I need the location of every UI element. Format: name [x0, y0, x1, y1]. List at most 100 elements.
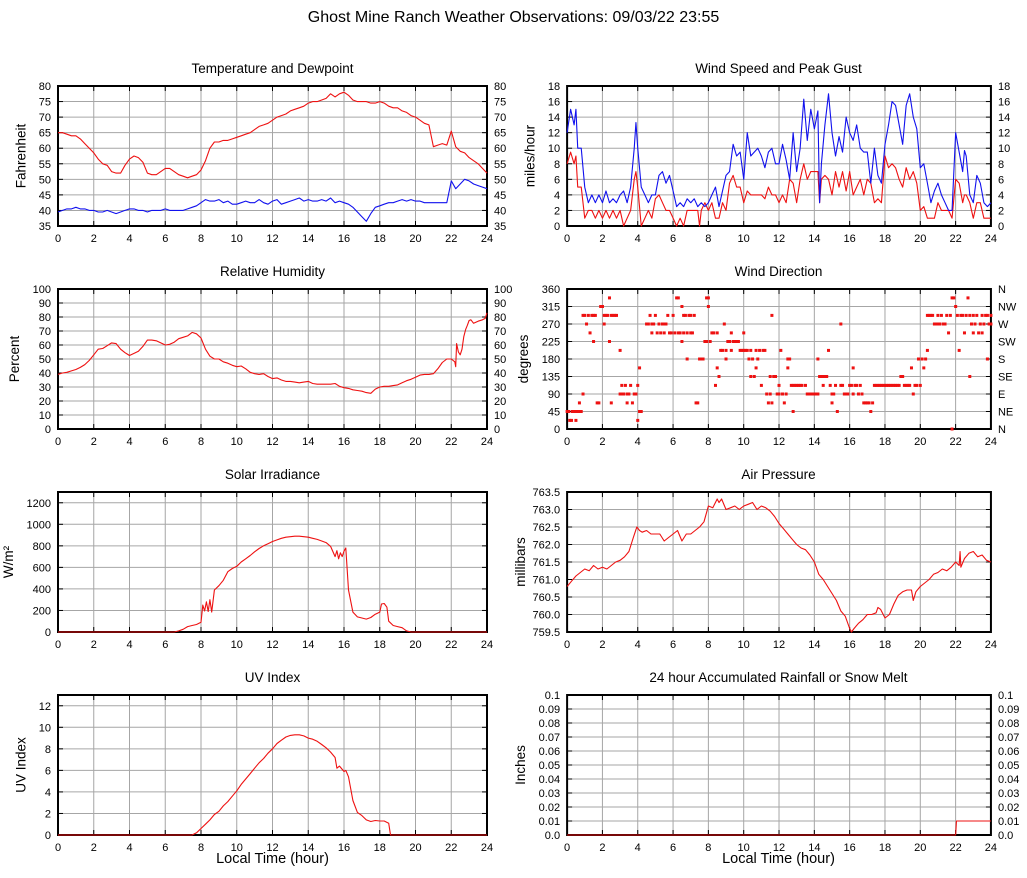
rainfall-plot: 0 2 4 6 8 10 12 14 16 18 20 22 240.0 0.00.01 0.010.02 0…: [513, 690, 1019, 854]
svg-text:18: 18: [879, 436, 891, 448]
svg-text:70: 70: [39, 326, 51, 338]
svg-text:14: 14: [302, 436, 314, 448]
svg-text:70: 70: [39, 112, 51, 124]
svg-text:50: 50: [494, 354, 506, 366]
svg-text:0.09: 0.09: [998, 704, 1019, 716]
svg-text:6: 6: [162, 436, 168, 448]
svg-text:0: 0: [55, 639, 61, 651]
svg-text:4: 4: [635, 436, 641, 448]
svg-text:0.02: 0.02: [539, 802, 560, 814]
svg-text:24: 24: [481, 436, 493, 448]
svg-text:60: 60: [494, 340, 506, 352]
svg-text:2: 2: [998, 205, 1004, 217]
svg-text:10: 10: [231, 639, 243, 651]
svg-text:UV Index: UV Index: [13, 737, 28, 793]
page-title: Ghost Mine Ranch Weather Observations: 0…: [307, 9, 720, 26]
chart-title: UV Index: [244, 670, 301, 685]
charts-grid: Temperature and Dewpoint 0 2 4 6 8 10 12 14 16 18…: [0, 55, 1027, 878]
svg-text:20: 20: [914, 842, 926, 854]
svg-text:12: 12: [998, 128, 1010, 140]
svg-text:Inches: Inches: [513, 745, 528, 785]
chart-title: Air Pressure: [741, 467, 816, 482]
svg-text:50: 50: [494, 174, 506, 186]
svg-text:8: 8: [198, 436, 204, 448]
chart-solar-irradiance: Solar Irradiance 0 2 4 6 8 10 12 14 16 18 20 22 24 0 2…: [0, 461, 513, 664]
svg-text:12: 12: [39, 701, 51, 713]
svg-text:10: 10: [231, 233, 243, 245]
svg-text:8: 8: [554, 159, 560, 171]
svg-text:60: 60: [494, 143, 506, 155]
svg-text:100: 100: [33, 284, 51, 296]
chart-title: 24 hour Accumulated Rainfall or Snow Mel…: [649, 670, 908, 685]
svg-text:20: 20: [409, 436, 421, 448]
svg-text:16: 16: [338, 842, 350, 854]
svg-text:16: 16: [844, 639, 856, 651]
svg-text:75: 75: [494, 97, 506, 109]
svg-text:2: 2: [91, 842, 97, 854]
svg-text:8: 8: [198, 639, 204, 651]
svg-text:40: 40: [39, 368, 51, 380]
svg-text:0: 0: [554, 221, 560, 233]
chart-wind-speed-gust: Wind Speed and Peak Gust 0 2 4 6 8 10 12 14 16 18…: [513, 55, 1027, 258]
svg-text:2: 2: [91, 233, 97, 245]
chart-title: Wind Speed and Peak Gust: [695, 61, 862, 76]
svg-text:12: 12: [266, 436, 278, 448]
svg-text:10: 10: [738, 436, 750, 448]
svg-text:763.5: 763.5: [533, 487, 561, 499]
svg-text:2: 2: [45, 808, 51, 820]
svg-text:10: 10: [494, 410, 506, 422]
svg-text:100: 100: [494, 284, 512, 296]
svg-text:22: 22: [949, 233, 961, 245]
svg-text:18: 18: [998, 81, 1010, 93]
svg-text:20: 20: [914, 233, 926, 245]
svg-text:20: 20: [409, 639, 421, 651]
svg-text:18: 18: [374, 233, 386, 245]
svg-text:18: 18: [548, 81, 560, 93]
svg-text:10: 10: [39, 410, 51, 422]
svg-text:4: 4: [635, 842, 641, 854]
svg-text:0: 0: [564, 233, 570, 245]
svg-text:1200: 1200: [27, 498, 51, 510]
x-axis-label: Local Time (hour): [722, 851, 835, 867]
svg-text:0: 0: [554, 424, 560, 436]
svg-text:12: 12: [773, 842, 785, 854]
svg-text:90: 90: [548, 389, 560, 401]
svg-text:45: 45: [39, 190, 51, 202]
svg-text:degrees: degrees: [516, 334, 531, 383]
svg-text:80: 80: [494, 312, 506, 324]
svg-text:22: 22: [445, 842, 457, 854]
svg-text:600: 600: [33, 562, 51, 574]
svg-text:0: 0: [55, 842, 61, 854]
svg-text:14: 14: [302, 639, 314, 651]
svg-text:10: 10: [738, 233, 750, 245]
svg-text:30: 30: [494, 382, 506, 394]
svg-text:4: 4: [126, 842, 132, 854]
svg-text:762.5: 762.5: [533, 522, 561, 534]
svg-text:0: 0: [55, 436, 61, 448]
svg-text:60: 60: [39, 340, 51, 352]
svg-text:14: 14: [808, 639, 820, 651]
svg-text:12: 12: [266, 639, 278, 651]
svg-text:0.0: 0.0: [545, 830, 560, 842]
svg-text:24: 24: [985, 233, 997, 245]
svg-text:50: 50: [39, 354, 51, 366]
chart-relative-humidity: Relative Humidity 0 2 4 6 8 10 12 14 16 18 20 22 24 0…: [0, 258, 513, 461]
svg-text:8: 8: [198, 842, 204, 854]
svg-text:0: 0: [564, 639, 570, 651]
svg-text:6: 6: [554, 174, 560, 186]
svg-text:4: 4: [554, 190, 560, 202]
svg-text:763.0: 763.0: [533, 505, 561, 517]
svg-text:0: 0: [55, 233, 61, 245]
svg-text:12: 12: [773, 639, 785, 651]
svg-text:0.09: 0.09: [539, 704, 560, 716]
svg-text:24: 24: [481, 842, 493, 854]
svg-text:18: 18: [879, 233, 891, 245]
svg-text:35: 35: [39, 221, 51, 233]
svg-text:1000: 1000: [27, 519, 51, 531]
chart-uv-index: UV Index 0 2 4 6 8 10 12 14 16 18 20 22 24 0 2 4 6 8 10 12 U…: [0, 664, 513, 878]
chart-title: Wind Direction: [734, 264, 823, 279]
svg-text:W: W: [998, 319, 1009, 331]
svg-text:2: 2: [599, 639, 605, 651]
